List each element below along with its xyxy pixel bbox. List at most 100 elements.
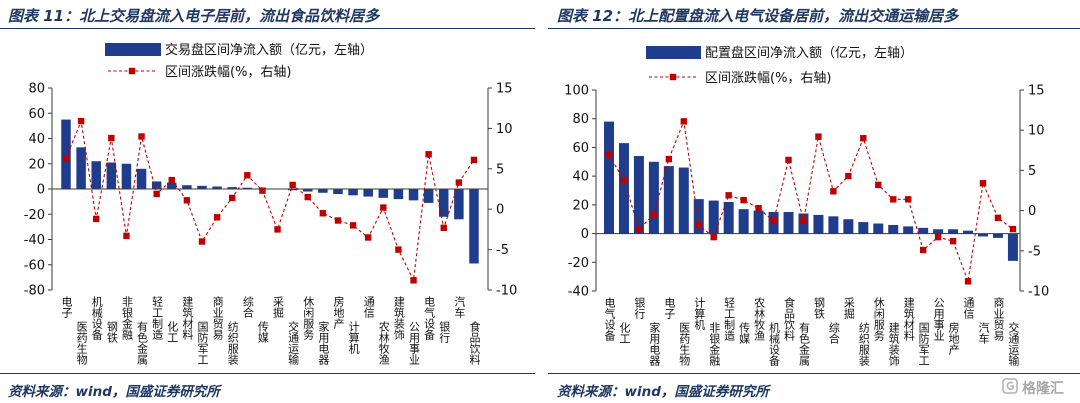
- right-axis-tick-label: 10: [496, 122, 513, 137]
- net-inflow-bar: [227, 187, 237, 189]
- return-marker: [259, 187, 266, 194]
- right-axis-tick-label: 5: [1028, 164, 1036, 179]
- return-marker: [770, 217, 777, 225]
- net-inflow-bar: [91, 161, 101, 189]
- category-label: 钢铁: [812, 297, 826, 319]
- return-marker: [710, 233, 717, 241]
- return-marker: [635, 225, 643, 233]
- category-label: 计算机: [347, 321, 361, 354]
- category-label: 国防军工: [195, 321, 209, 365]
- legend-bar-label: 配置盘区间净流入额（亿元，左轴）: [705, 45, 913, 61]
- net-inflow-bar: [318, 189, 328, 193]
- left-axis-tick-label: 60: [572, 141, 589, 156]
- return-marker: [319, 210, 327, 217]
- return-marker: [785, 156, 792, 164]
- category-label: 综合: [241, 296, 255, 318]
- return-marker: [860, 135, 867, 142]
- source-note: 资料来源：wind，国盛证券研究所: [557, 384, 769, 400]
- net-inflow-bar: [136, 168, 147, 189]
- net-inflow-bar: [333, 189, 343, 195]
- category-label: 休闲服务: [872, 297, 886, 341]
- category-label: 化工: [617, 322, 631, 344]
- chart-title: 图表 11：北上交易盘流入电子居前，流出食品饮料居多: [8, 7, 380, 25]
- category-label: 房地产: [947, 322, 961, 355]
- category-label: 轻工制造: [150, 296, 164, 340]
- net-inflow-bar: [693, 199, 704, 234]
- net-inflow-bar: [106, 162, 117, 189]
- category-label: 建筑装饰: [392, 296, 406, 340]
- return-marker: [919, 246, 927, 254]
- return-marker: [108, 134, 115, 142]
- left-axis-tick-label: 80: [572, 112, 589, 127]
- return-marker: [815, 133, 822, 140]
- right-axis-tick-label: 10: [1028, 124, 1045, 139]
- category-label: 房地产: [331, 296, 345, 329]
- net-inflow-bar: [378, 189, 389, 198]
- left-axis-tick-label: -60: [24, 258, 45, 273]
- net-inflow-bar: [738, 209, 749, 234]
- net-inflow-bar: [363, 189, 373, 197]
- source-divider: [0, 373, 535, 374]
- category-label: 建筑材料: [902, 297, 916, 341]
- legend-line-label: 区间涨跌幅(%，右轴): [705, 70, 832, 86]
- net-inflow-bar: [948, 229, 959, 234]
- net-inflow-bar: [783, 212, 794, 234]
- category-label: 传媒: [737, 322, 751, 344]
- return-marker: [605, 151, 613, 159]
- category-label: 纺织服装: [226, 321, 240, 365]
- return-marker: [380, 204, 387, 211]
- net-inflow-bar: [843, 219, 854, 234]
- net-inflow-bar: [423, 189, 434, 203]
- category-label: 食品饮料: [782, 297, 796, 341]
- category-label: 医药生物: [677, 322, 691, 366]
- right-axis-tick-label: -5: [496, 243, 509, 258]
- net-inflow-bar: [604, 121, 614, 234]
- category-label: 有色金属: [135, 321, 149, 365]
- return-marker: [410, 277, 417, 284]
- category-label: 商业贸易: [211, 296, 225, 340]
- combo-chart-trading-flows: 80 60 40 20 0 -20 -40 -60 -80 15 10 5 0 -5 -10 交易盘区间净流入…: [24, 42, 517, 299]
- return-marker: [289, 181, 296, 189]
- return-marker: [1009, 225, 1017, 233]
- return-marker: [93, 215, 100, 223]
- return-marker: [875, 181, 882, 189]
- right-axis-tick-label: -5: [1028, 244, 1041, 259]
- legend-bar-swatch: [105, 43, 161, 56]
- category-label: 非银金融: [120, 296, 134, 340]
- category-label: 采掘: [271, 296, 285, 318]
- right-axis-tick-label: 15: [1028, 84, 1045, 99]
- return-marker: [620, 176, 628, 184]
- right-axis-tick-label: 5: [496, 162, 504, 177]
- return-marker: [725, 192, 732, 199]
- return-marker: [830, 188, 837, 195]
- category-label: 公用事业: [932, 297, 946, 341]
- category-label: 建筑材料: [180, 296, 194, 340]
- category-label: 食品饮料: [467, 321, 481, 365]
- net-inflow-bar: [197, 185, 207, 189]
- return-marker: [665, 155, 673, 163]
- net-inflow-bar: [633, 156, 644, 234]
- return-marker: [949, 237, 957, 245]
- net-inflow-bar: [212, 186, 222, 189]
- category-label: 机械设备: [767, 322, 781, 366]
- return-marker: [62, 155, 70, 162]
- return-marker: [470, 156, 478, 164]
- category-label: 汽车: [977, 322, 990, 344]
- return-marker: [740, 196, 747, 204]
- net-inflow-bar: [918, 227, 929, 234]
- net-inflow-bar: [121, 163, 132, 189]
- return-marker: [304, 193, 311, 201]
- net-inflow-bar: [858, 222, 869, 234]
- net-inflow-bar: [723, 201, 734, 234]
- category-label: 传媒: [256, 321, 270, 343]
- net-inflow-bar: [873, 223, 884, 234]
- net-inflow-bar: [287, 189, 298, 191]
- net-inflow-bar: [708, 200, 719, 234]
- category-label: 有色金属: [797, 322, 811, 366]
- category-label: 家用电器: [647, 322, 661, 366]
- legend-bar-label: 交易盘区间净流入额（亿元，左轴）: [165, 42, 373, 58]
- net-inflow-bar: [618, 143, 629, 234]
- category-label: 通信: [962, 297, 976, 319]
- net-inflow-bar: [167, 182, 177, 189]
- return-marker: [198, 238, 206, 245]
